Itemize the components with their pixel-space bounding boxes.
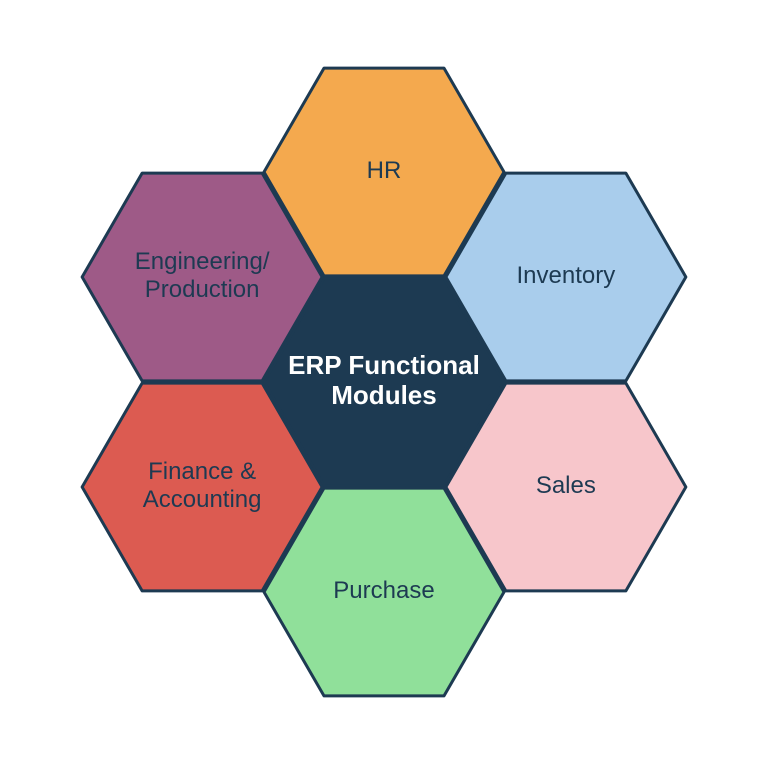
erp-hexagon-diagram: HR Inventory Sales Purchase Finance &Account…: [0, 0, 768, 763]
label-sales: Sales: [536, 472, 596, 499]
label-purchase: Purchase: [333, 577, 434, 604]
label-engineering: Engineering/Production: [135, 249, 270, 304]
label-inventory: Inventory: [517, 262, 616, 289]
hex-canvas: HR Inventory Sales Purchase Finance &Account…: [0, 0, 768, 763]
label-hr: HR: [367, 157, 402, 184]
label-finance: Finance &Accounting: [143, 459, 262, 514]
